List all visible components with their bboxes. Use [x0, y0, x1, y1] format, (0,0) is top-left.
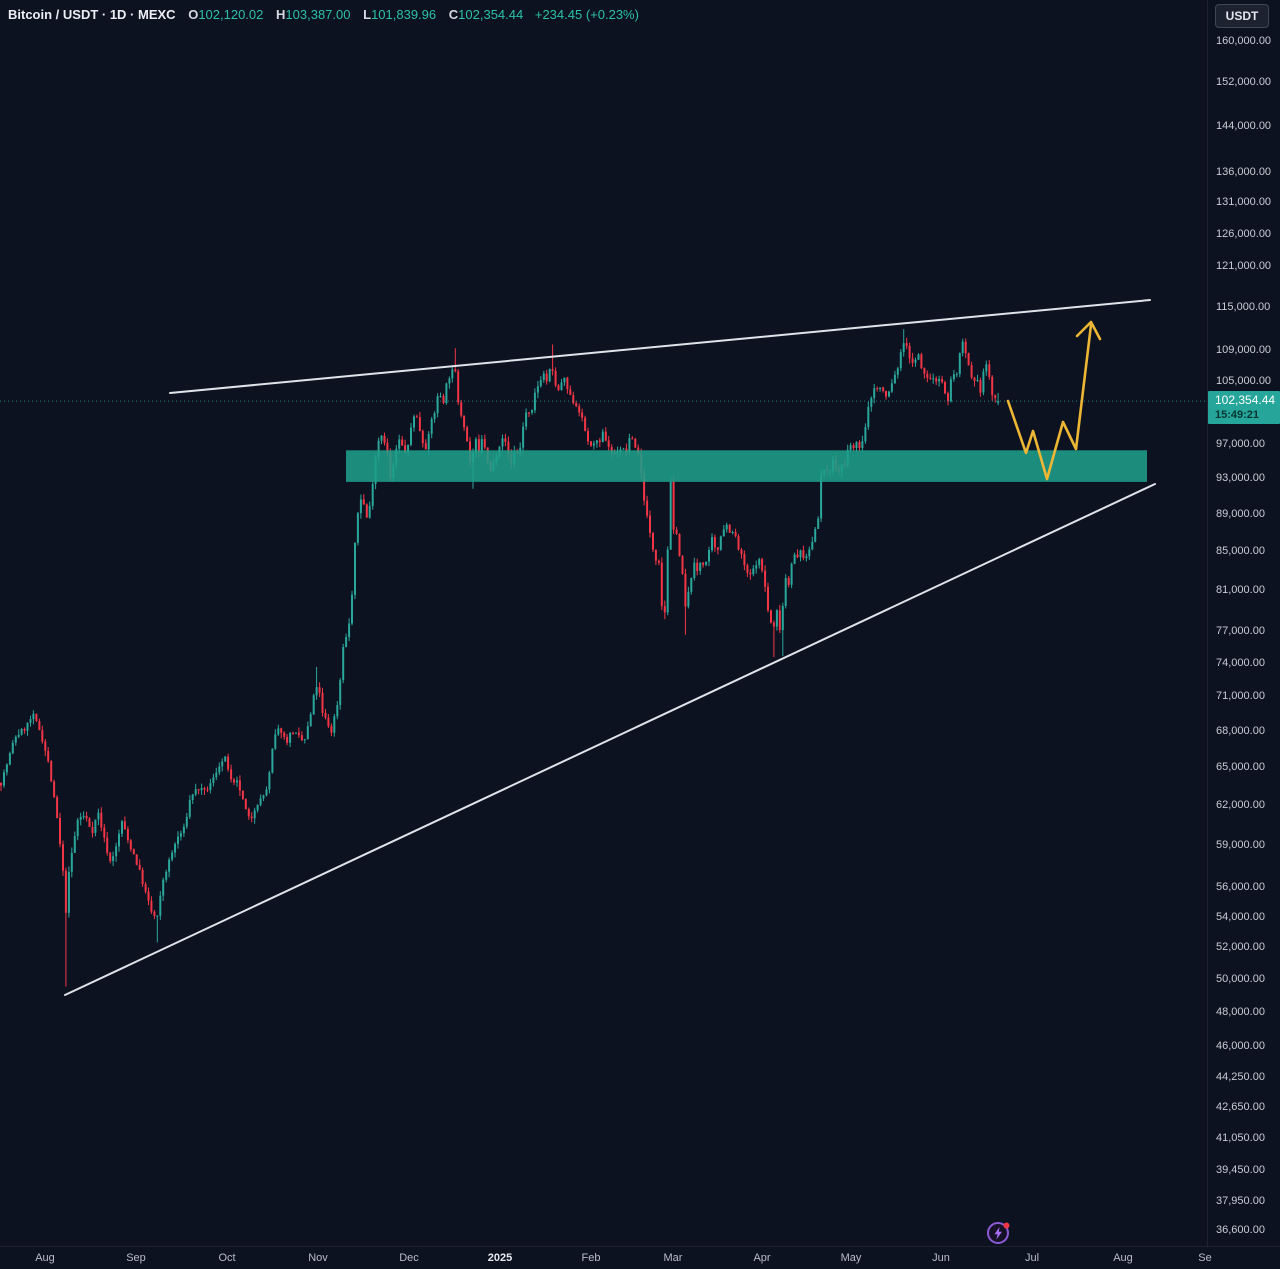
current-price-value: 102,354.44: [1215, 393, 1276, 407]
price-axis-label: 77,000.00: [1216, 625, 1265, 637]
price-axis-label: 85,000.00: [1216, 545, 1265, 557]
symbol-title: Bitcoin / USDT · 1D · MEXC: [8, 7, 176, 22]
notification-dot: [1003, 1222, 1010, 1229]
price-axis-label: 144,000.00: [1216, 120, 1272, 132]
price-axis-label: 65,000.00: [1216, 761, 1265, 773]
time-axis-label: Aug: [35, 1252, 55, 1264]
time-axis-label: Feb: [581, 1252, 601, 1264]
candles-series: [0, 329, 1000, 987]
price-axis-label: 46,000.00: [1216, 1040, 1265, 1052]
time-axis-label: Dec: [399, 1252, 419, 1264]
projection-arrowhead: [1075, 320, 1102, 341]
open-value: 102,120.02: [198, 7, 264, 22]
price-axis-label: 54,000.00: [1216, 911, 1265, 923]
price-axis-label: 59,000.00: [1216, 839, 1265, 851]
time-axis-label: Oct: [218, 1252, 236, 1264]
price-axis-label: 89,000.00: [1216, 508, 1265, 520]
price-axis-label: 52,000.00: [1216, 941, 1265, 953]
time-axis-label: May: [840, 1252, 862, 1264]
price-axis-label: 37,950.00: [1216, 1195, 1265, 1207]
price-axis-label: 56,000.00: [1216, 881, 1265, 893]
time-axis-label: Sep: [126, 1252, 146, 1264]
price-axis-label: 109,000.00: [1216, 344, 1272, 356]
time-axis-label: Mar: [663, 1252, 683, 1264]
high-value: 103,387.00: [285, 7, 351, 22]
currency-toggle-button[interactable]: USDT: [1215, 4, 1269, 28]
time-axis-label: Jul: [1024, 1252, 1040, 1264]
price-axis-label: 62,000.00: [1216, 799, 1265, 811]
price-axis-label: 131,000.00: [1216, 196, 1272, 208]
price-axis-label: 71,000.00: [1216, 690, 1265, 702]
price-axis-label: 39,450.00: [1216, 1164, 1265, 1176]
time-axis-label: Aug: [1113, 1252, 1133, 1264]
close-value: 102,354.44: [458, 7, 524, 22]
projection-arrow[interactable]: [1006, 323, 1093, 481]
price-axis-label: 121,000.00: [1216, 260, 1272, 272]
time-axis[interactable]: Aug Sep Oct Nov Dec 2025 Feb Mar Apr May Jun Jul Aug…: [0, 1246, 1280, 1269]
bar-countdown: 15:49:21: [1215, 409, 1260, 421]
candlestick-chart[interactable]: [0, 0, 1208, 1247]
price-axis-label: 93,000.00: [1216, 472, 1265, 484]
price-axis-label: 68,000.00: [1216, 725, 1265, 737]
price-axis[interactable]: USDT 102,354.44 15:49:21 160,000.00 152,0…: [1207, 0, 1280, 1247]
upper-trendline[interactable]: [169, 299, 1151, 394]
close-label: C: [448, 7, 459, 22]
time-axis-label: Se: [1198, 1252, 1212, 1264]
price-axis-label: 81,000.00: [1216, 584, 1265, 596]
price-axis-label: 115,000.00: [1216, 301, 1271, 313]
price-axis-label: 126,000.00: [1216, 228, 1272, 240]
current-price-tag: 102,354.44 15:49:21: [1208, 391, 1280, 424]
lower-trendline[interactable]: [64, 483, 1156, 996]
time-axis-label: Jun: [932, 1252, 950, 1264]
time-axis-label: 2025: [487, 1252, 513, 1264]
time-axis-label: Nov: [308, 1252, 328, 1264]
low-value: 101,839.96: [371, 7, 437, 22]
bolt-icon: [994, 1227, 1002, 1240]
price-axis-label: 160,000.00: [1216, 35, 1272, 47]
support-zone[interactable]: [346, 450, 1147, 482]
price-axis-label: 152,000.00: [1216, 76, 1272, 88]
price-axis-label: 42,650.00: [1216, 1101, 1265, 1113]
high-label: H: [276, 7, 286, 22]
price-axis-label: 41,050.00: [1216, 1132, 1265, 1144]
price-axis-label: 44,250.00: [1216, 1071, 1265, 1083]
price-axis-label: 48,000.00: [1216, 1006, 1265, 1018]
time-axis-label: Apr: [753, 1252, 771, 1264]
price-axis-label: 36,600.00: [1216, 1224, 1265, 1236]
price-axis-label: 74,000.00: [1216, 657, 1265, 669]
change-value: +234.45 (+0.23%): [534, 7, 639, 22]
price-axis-label: 105,000.00: [1216, 375, 1272, 387]
price-axis-label: 136,000.00: [1216, 166, 1272, 178]
open-label: O: [188, 7, 199, 22]
price-axis-label: 97,000.00: [1216, 438, 1265, 450]
low-label: L: [363, 7, 372, 22]
lightning-badge-icon[interactable]: [985, 1219, 1013, 1247]
price-axis-label: 50,000.00: [1216, 973, 1265, 985]
symbol-header: Bitcoin / USDT · 1D · MEXC O102,120.02 H…: [8, 7, 639, 22]
